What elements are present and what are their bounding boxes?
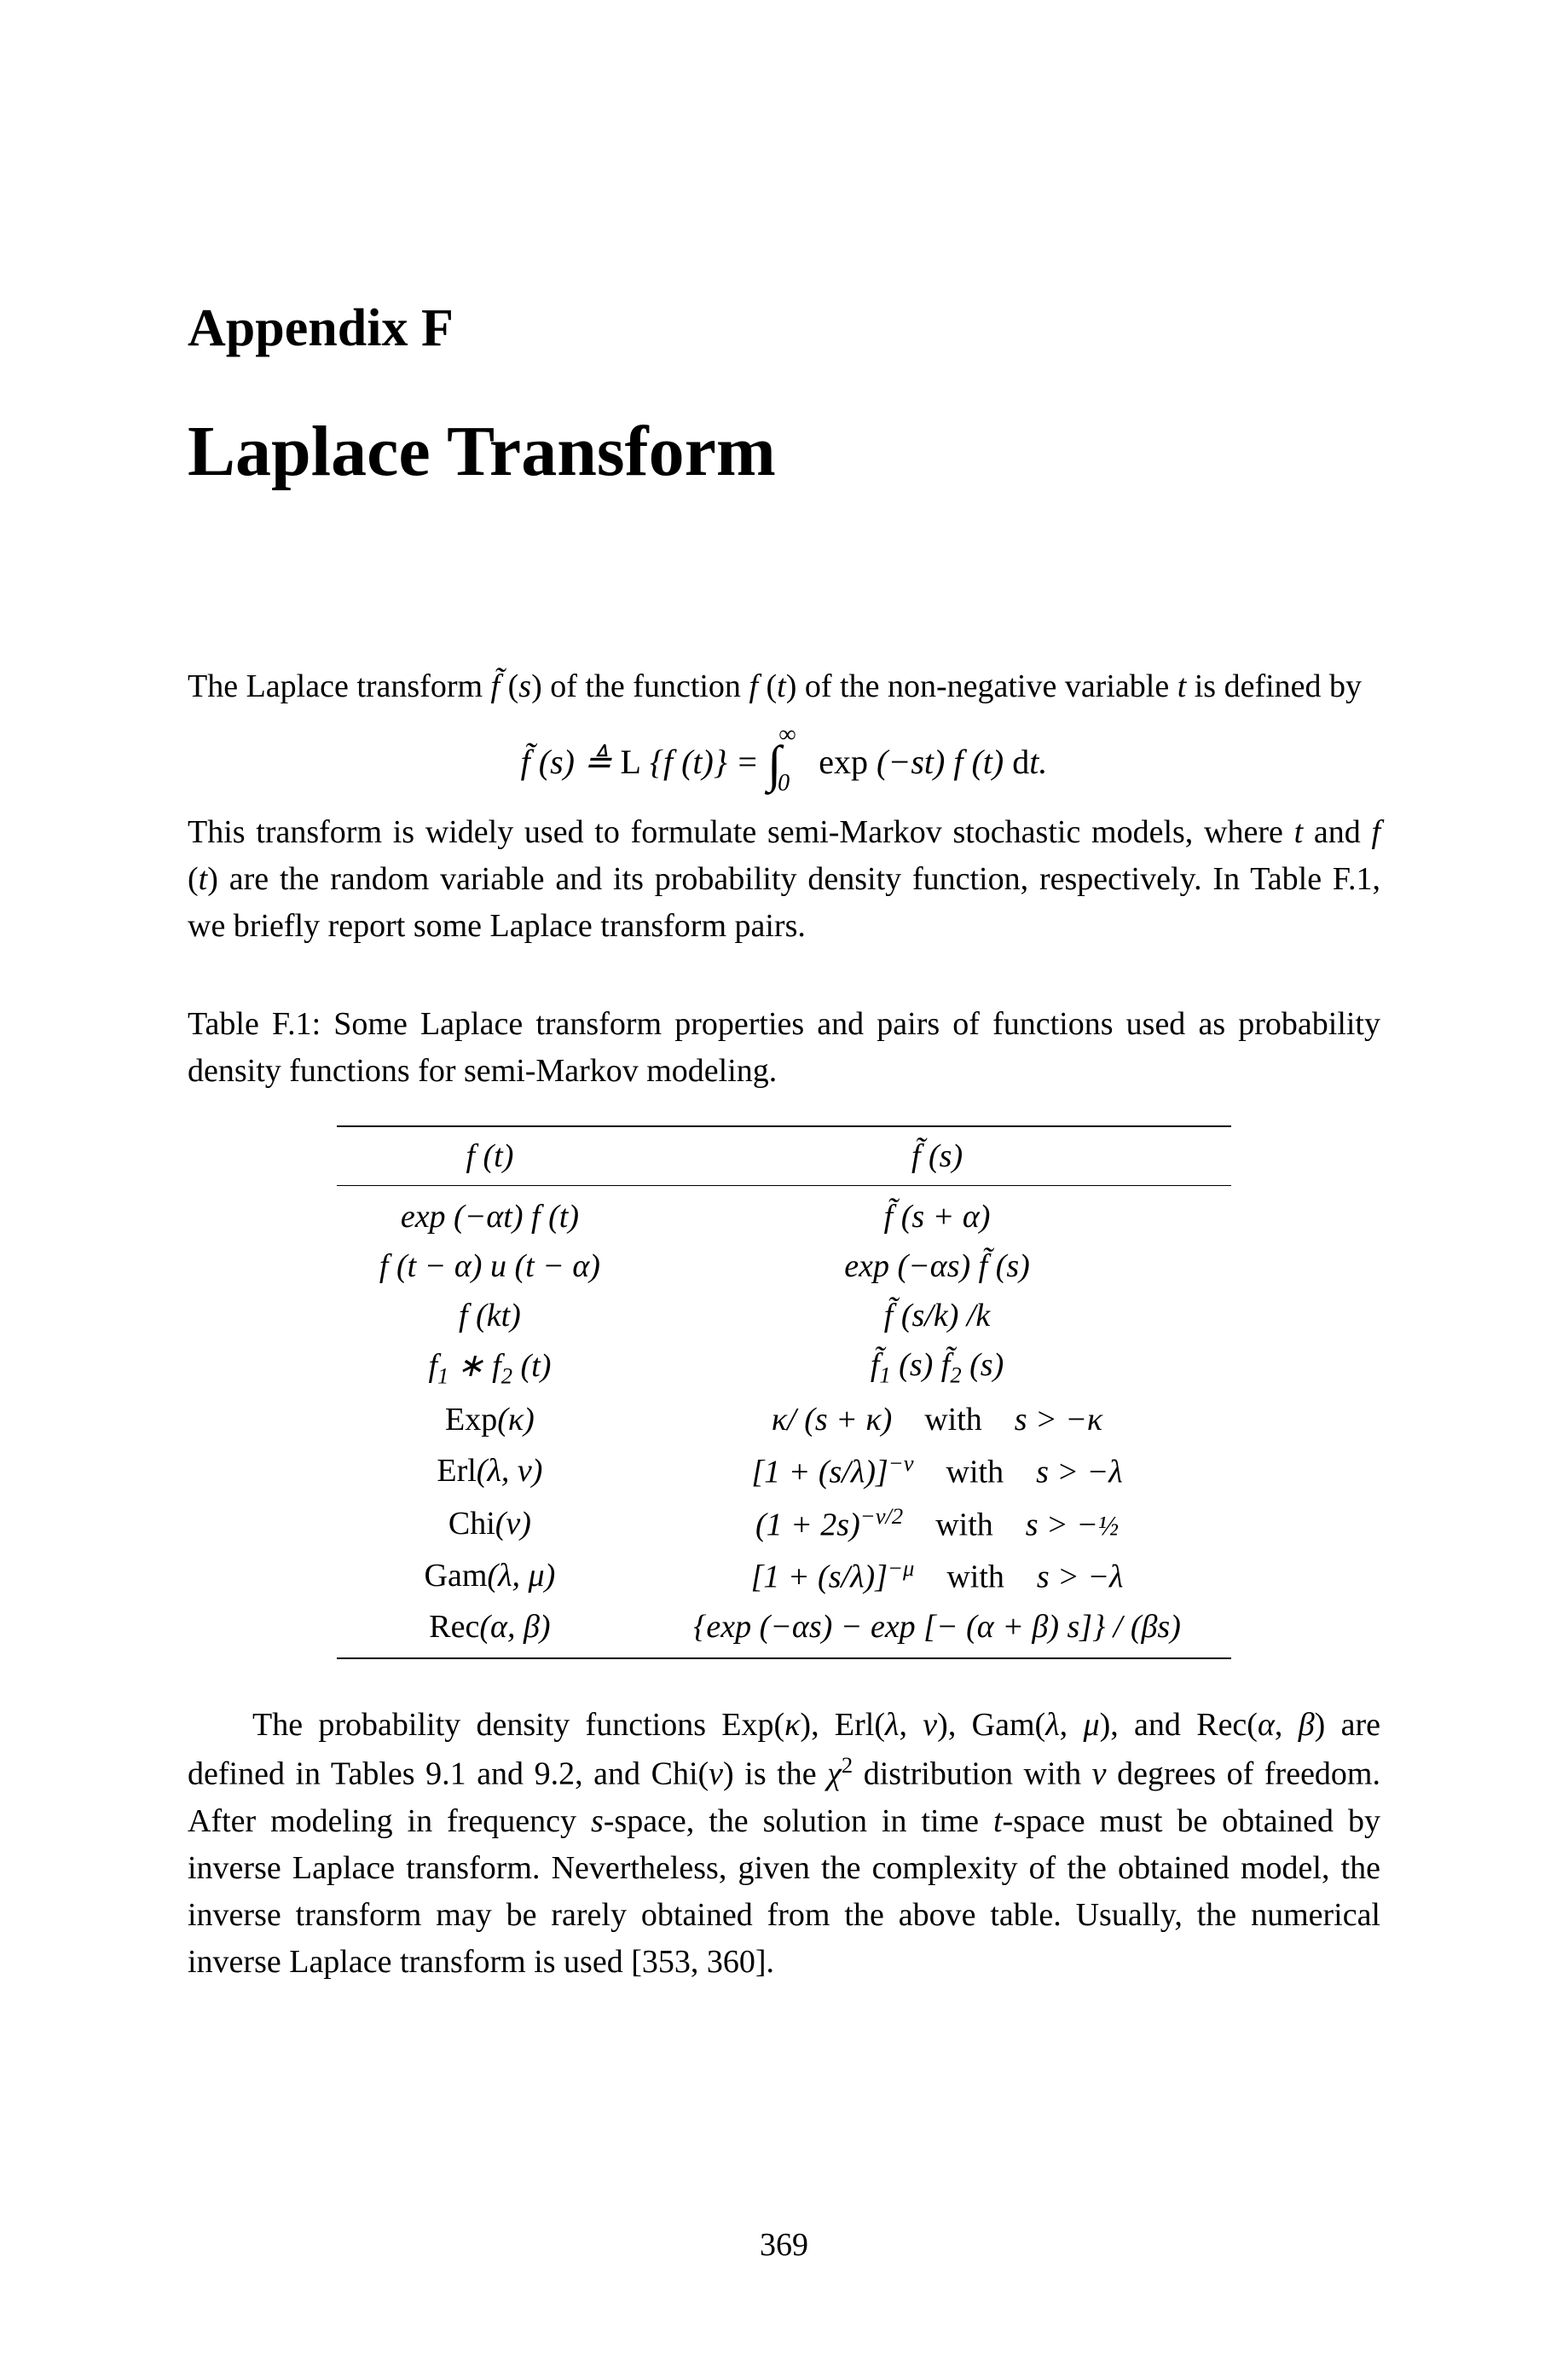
cell-right: [1 + (s/λ)]−ν with s > −λ — [643, 1444, 1231, 1497]
cell-right: κ/ (s + κ) with s > −κ — [643, 1395, 1231, 1444]
cell-left: Erl(λ, ν) — [337, 1444, 643, 1497]
cell-left: f1 ∗ f2 (t) — [337, 1340, 643, 1396]
page-container: Appendix F Laplace Transform The Laplace… — [0, 0, 1568, 2366]
cell-left: f (t − α) u (t − α) — [337, 1241, 643, 1291]
cell-left: exp (−αt) f (t) — [337, 1185, 643, 1241]
table-row: f1 ∗ f2 (t) f̃1 (s) f̃2 (s) — [337, 1340, 1231, 1396]
intro-paragraph-2: This transform is widely used to formula… — [188, 809, 1380, 950]
laplace-pairs-table: f (t) f̃ (s) exp (−αt) f (t) f̃ (s + α) … — [337, 1125, 1231, 1660]
cell-right: {exp (−αs) − exp [− (α + β) s]} / (βs) — [643, 1602, 1231, 1658]
intro-paragraph-1: The Laplace transform f̃ (s) of the func… — [188, 663, 1380, 710]
chapter-title: Laplace Transform — [188, 410, 1380, 493]
cell-left: Chi(ν) — [337, 1497, 643, 1550]
cell-right: f̃ (s/k) /k — [643, 1291, 1231, 1340]
cell-left: Rec(α, β) — [337, 1602, 643, 1658]
table-row: f (kt) f̃ (s/k) /k — [337, 1291, 1231, 1340]
cell-right: [1 + (s/λ)]−μ with s > −λ — [643, 1549, 1231, 1602]
table-caption: Table F.1: Some Laplace transform proper… — [188, 1001, 1380, 1095]
header-right: f̃ (s) — [643, 1126, 1231, 1186]
table-header-row: f (t) f̃ (s) — [337, 1126, 1231, 1186]
table-row: Chi(ν) (1 + 2s)−ν/2 with s > −½ — [337, 1497, 1231, 1550]
table-row: Gam(λ, μ) [1 + (s/λ)]−μ with s > −λ — [337, 1549, 1231, 1602]
table-row: Rec(α, β) {exp (−αs) − exp [− (α + β) s]… — [337, 1602, 1231, 1658]
header-left: f (t) — [337, 1126, 643, 1186]
cell-left: f (kt) — [337, 1291, 643, 1340]
table-row: f (t − α) u (t − α) exp (−αs) f̃ (s) — [337, 1241, 1231, 1291]
appendix-label: Appendix F — [188, 298, 1380, 359]
cell-left: Gam(λ, μ) — [337, 1549, 643, 1602]
table-row: Exp(κ) κ/ (s + κ) with s > −κ — [337, 1395, 1231, 1444]
table-row: exp (−αt) f (t) f̃ (s + α) — [337, 1185, 1231, 1241]
page-number: 369 — [0, 2226, 1568, 2264]
cell-right: f̃ (s + α) — [643, 1185, 1231, 1241]
cell-right: exp (−αs) f̃ (s) — [643, 1241, 1231, 1291]
cell-right: f̃1 (s) f̃2 (s) — [643, 1340, 1231, 1396]
cell-left: Exp(κ) — [337, 1395, 643, 1444]
cell-right: (1 + 2s)−ν/2 with s > −½ — [643, 1497, 1231, 1550]
main-equation: f̃ (s) ≜ L {f (t)} = ∫0∞ exp (−st) f (t)… — [188, 727, 1380, 788]
closing-paragraph: The probability density functions Exp(κ)… — [188, 1702, 1380, 1986]
table-row: Erl(λ, ν) [1 + (s/λ)]−ν with s > −λ — [337, 1444, 1231, 1497]
